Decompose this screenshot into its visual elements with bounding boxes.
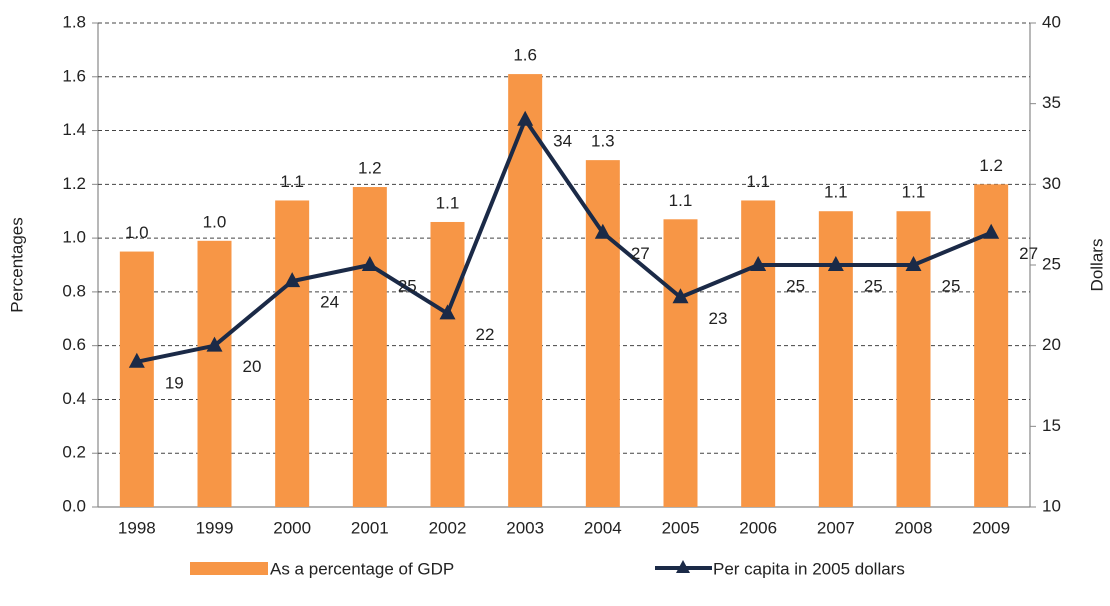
bar-value-label: 1.2	[358, 159, 382, 178]
line-marker	[827, 256, 844, 271]
legend-marker	[676, 560, 690, 573]
line-marker	[905, 256, 922, 271]
bar-value-label: 1.1	[436, 193, 460, 212]
line-marker	[439, 304, 456, 320]
line-marker	[594, 223, 611, 239]
line-value-label: 25	[398, 276, 417, 295]
bar-value-label: 1.1	[902, 183, 926, 202]
bar	[430, 221, 465, 507]
legend-label: Per capita in 2005 dollars	[713, 559, 905, 578]
line-value-label: 20	[243, 357, 262, 376]
x-tick-label: 2009	[972, 518, 1010, 537]
line-value-label: 22	[476, 325, 495, 344]
y-tick-label: 1.2	[62, 174, 86, 193]
line-value-label: 25	[864, 276, 883, 295]
x-tick-label: 2001	[351, 518, 389, 537]
bar-value-label: 1.0	[125, 223, 149, 242]
line-marker	[361, 256, 378, 271]
y-axis-label: Percentages	[7, 217, 26, 312]
x-tick-label: 1998	[118, 518, 156, 537]
legend-swatch	[190, 562, 268, 575]
bar-value-label: 1.6	[513, 46, 537, 65]
y-tick-label: 1.8	[62, 12, 86, 31]
y2-tick-label: 25	[1042, 254, 1061, 273]
y2-tick-label: 30	[1042, 174, 1061, 193]
bar-value-label: 1.2	[979, 156, 1003, 175]
y2-axis-label: Dollars	[1087, 239, 1106, 292]
line-marker	[983, 223, 1000, 239]
x-tick-label: 2002	[429, 518, 467, 537]
x-tick-label: 1999	[196, 518, 234, 537]
y-tick-label: 0.8	[62, 281, 86, 300]
line-marker	[750, 256, 767, 271]
bar-value-label: 1.1	[746, 172, 770, 191]
bar	[663, 219, 698, 508]
y-tick-label: 1.4	[62, 120, 86, 139]
bar-value-label: 1.3	[591, 132, 615, 151]
x-tick-label: 2000	[273, 518, 311, 537]
bar-value-label: 1.1	[280, 172, 304, 191]
line-value-label: 25	[942, 276, 961, 295]
line	[136, 117, 992, 364]
y-tick-label: 0.6	[62, 335, 86, 354]
bar	[818, 211, 853, 507]
y-tick-label: 0.2	[62, 443, 86, 462]
line-marker	[517, 110, 534, 126]
y2-tick-label: 10	[1042, 496, 1061, 515]
y-tick-label: 1.0	[62, 228, 86, 247]
bar	[119, 251, 154, 507]
line-value-label: 25	[786, 276, 805, 295]
y2-tick-label: 20	[1042, 335, 1061, 354]
bar	[896, 211, 931, 507]
bar	[275, 200, 310, 507]
line-value-label: 34	[553, 131, 572, 150]
line-value-label: 19	[165, 373, 184, 392]
line-marker	[284, 272, 301, 288]
x-tick-label: 2006	[739, 518, 777, 537]
y2-tick-label: 40	[1042, 12, 1061, 31]
x-tick-label: 2003	[506, 518, 544, 537]
line-value-label: 23	[709, 309, 728, 328]
x-tick-label: 2005	[662, 518, 700, 537]
line-value-label: 27	[1019, 244, 1038, 263]
y-tick-label: 0.4	[62, 389, 86, 408]
x-tick-label: 2004	[584, 518, 622, 537]
x-tick-label: 2008	[895, 518, 933, 537]
bar	[741, 200, 776, 507]
y-tick-label: 1.6	[62, 66, 86, 85]
legend-label: As a percentage of GDP	[270, 559, 454, 578]
bar-value-label: 1.0	[203, 212, 227, 231]
line-value-label: 24	[320, 293, 339, 312]
bar	[197, 240, 232, 508]
line-marker	[206, 336, 223, 352]
x-tick-label: 2007	[817, 518, 855, 537]
line-value-label: 27	[631, 244, 650, 263]
bar-value-label: 1.1	[824, 183, 848, 202]
y2-tick-label: 35	[1042, 93, 1061, 112]
bar-value-label: 1.1	[669, 191, 693, 210]
bar	[352, 187, 387, 507]
line-marker	[128, 352, 145, 368]
y2-tick-label: 15	[1042, 416, 1061, 435]
line-marker	[672, 288, 689, 304]
y-tick-label: 0.0	[62, 496, 86, 515]
